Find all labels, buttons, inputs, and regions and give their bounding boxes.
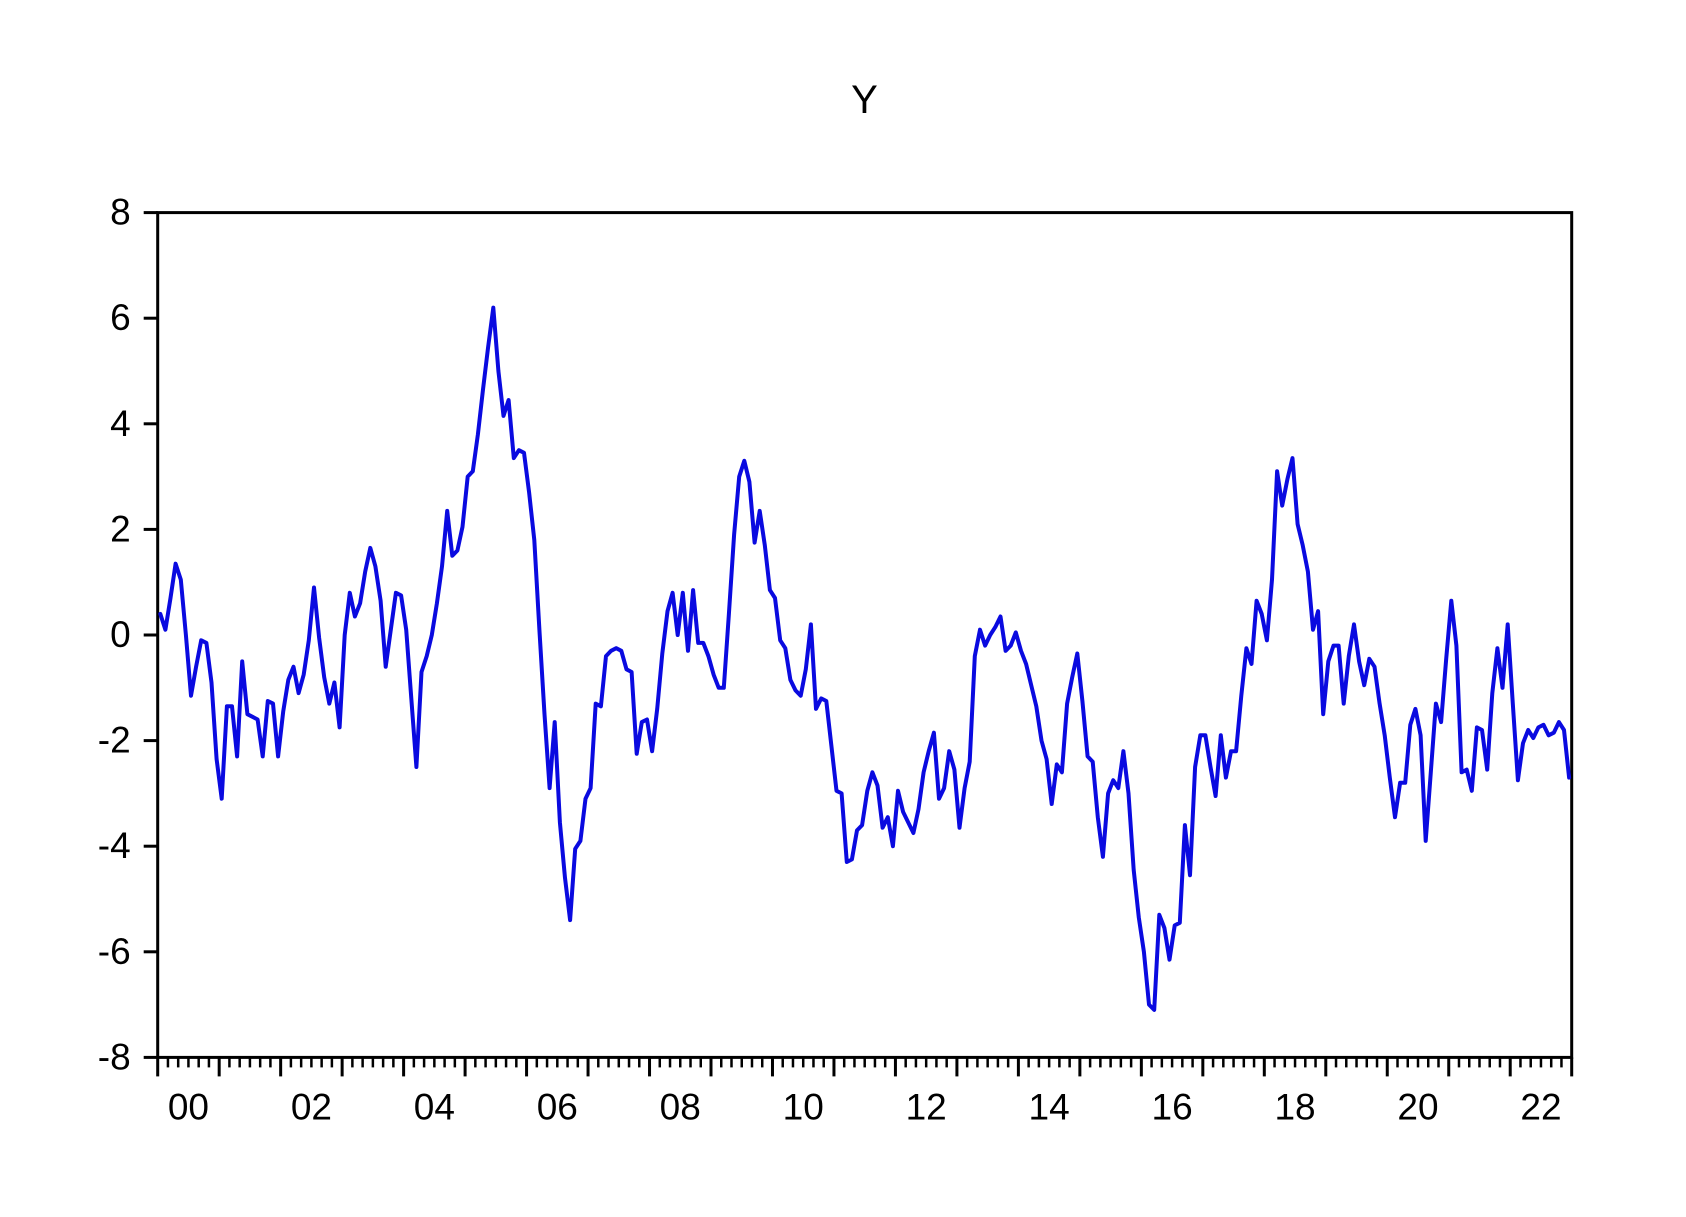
y-tick-label: -8 xyxy=(98,1036,131,1077)
x-tick-label: 16 xyxy=(1152,1086,1193,1127)
plot-border xyxy=(156,211,1574,1059)
x-tick-label: 00 xyxy=(168,1086,209,1127)
x-tick-label: 08 xyxy=(660,1086,701,1127)
y-tick-label: 2 xyxy=(110,508,131,549)
chart-title: Y xyxy=(851,78,879,122)
x-tick-label: 06 xyxy=(537,1086,578,1127)
y-tick-label: -4 xyxy=(98,825,131,866)
x-tick-label: 20 xyxy=(1397,1086,1438,1127)
x-tick-label: 10 xyxy=(783,1086,824,1127)
x-tick-label: 04 xyxy=(414,1086,455,1127)
x-tick-label: 14 xyxy=(1029,1086,1070,1127)
y-tick-label: 6 xyxy=(110,297,131,338)
x-tick-label: 18 xyxy=(1274,1086,1315,1127)
y-tick-label: 8 xyxy=(110,192,131,233)
y-tick-label: -2 xyxy=(98,720,131,761)
y-tick-label: 4 xyxy=(110,403,131,444)
y-tick-label: 0 xyxy=(110,614,131,655)
series-line-y xyxy=(158,305,1572,1012)
x-tick-label: 02 xyxy=(291,1086,332,1127)
y-tick-label: -6 xyxy=(98,931,131,972)
x-tick-label: 12 xyxy=(906,1086,947,1127)
x-tick-label: 22 xyxy=(1520,1086,1561,1127)
